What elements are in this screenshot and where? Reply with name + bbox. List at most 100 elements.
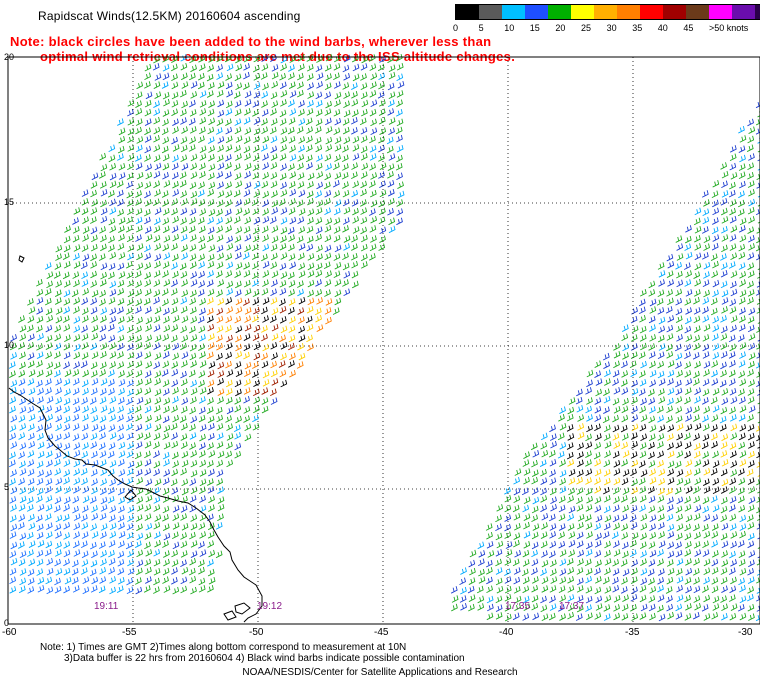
wind-barb: [396, 90, 404, 98]
wind-barb: [513, 539, 520, 548]
wind-barb: [540, 487, 547, 496]
wind-barb: [45, 531, 53, 539]
wind-barb: [649, 468, 656, 477]
wind-barb: [135, 577, 142, 585]
wind-barb: [747, 180, 755, 188]
wind-barb: [630, 334, 638, 342]
wind-barb: [748, 333, 756, 341]
wind-barb: [243, 226, 251, 234]
wind-barb: [26, 504, 34, 512]
wind-barb: [208, 549, 216, 558]
wind-barb: [54, 523, 62, 532]
wind-barb: [189, 325, 196, 334]
wind-barb: [81, 423, 89, 432]
wind-barb: [9, 370, 16, 378]
wind-barb: [298, 316, 305, 324]
wind-barb: [44, 513, 52, 521]
wind-barb: [72, 271, 80, 279]
wind-barb: [179, 179, 187, 188]
wind-barb: [206, 307, 214, 316]
wind-barb: [144, 397, 152, 406]
wind-barb: [541, 550, 548, 558]
wind-barb: [63, 351, 71, 360]
wind-barb: [603, 361, 610, 369]
wind-barb: [307, 262, 315, 271]
wind-barb: [712, 486, 720, 495]
wind-barb: [162, 54, 169, 63]
wind-barb: [18, 514, 26, 522]
wind-barb: [692, 611, 700, 620]
wind-barb: [747, 270, 755, 278]
wind-barb: [207, 540, 215, 548]
wind-barb: [190, 586, 197, 595]
wind-barb: [162, 172, 169, 180]
wind-barb: [333, 54, 341, 63]
wind-barb: [496, 540, 504, 549]
wind-barb: [712, 387, 720, 396]
wind-barb: [693, 585, 701, 594]
wind-barb: [702, 523, 709, 532]
wind-barb: [585, 504, 593, 512]
wind-barb: [306, 135, 313, 144]
wind-barb: [323, 181, 331, 190]
wind-barb: [747, 414, 754, 422]
wind-barb: [172, 460, 179, 468]
wind-barb: [351, 280, 359, 289]
wind-barb: [81, 559, 89, 567]
wind-barb: [117, 153, 124, 161]
wind-barb: [270, 261, 278, 270]
wind-barb: [666, 559, 674, 567]
wind-barb: [756, 479, 760, 486]
wind-barb: [621, 603, 629, 612]
wind-barb: [28, 369, 36, 377]
wind-barb: [756, 507, 760, 514]
wind-barb: [613, 406, 621, 414]
wind-barb: [9, 550, 17, 559]
wind-barb: [495, 514, 502, 523]
wind-barb: [99, 279, 107, 287]
wind-barb: [279, 262, 287, 271]
wind-barb: [80, 567, 88, 575]
wind-barb: [649, 476, 657, 485]
wind-barb: [577, 549, 585, 558]
island: [18, 255, 25, 263]
wind-barb: [747, 568, 754, 576]
wind-barb: [27, 333, 35, 342]
legend-swatch-6: [594, 5, 617, 19]
wind-barb: [730, 469, 738, 477]
wind-barb: [90, 342, 98, 351]
wind-barb: [684, 523, 691, 532]
wind-barb: [720, 450, 728, 458]
wind-barb: [396, 172, 403, 181]
wind-barb: [46, 271, 54, 279]
wind-barb: [694, 262, 702, 271]
wind-barb: [225, 144, 233, 152]
wind-barb: [235, 207, 243, 216]
wind-barb: [478, 550, 486, 558]
wind-barb: [81, 505, 89, 513]
wind-barb: [27, 352, 35, 360]
wind-barb: [648, 559, 656, 567]
wind-barb: [595, 559, 602, 568]
wind-barb: [711, 226, 719, 235]
wind-barb: [181, 566, 189, 575]
wind-barb: [585, 450, 592, 458]
wind-barb: [36, 523, 44, 532]
wind-barb: [739, 568, 747, 576]
wind-barb: [280, 226, 288, 235]
wind-barb: [316, 72, 324, 81]
wind-barb: [162, 270, 169, 278]
wind-barb: [621, 324, 629, 332]
wind-barb: [9, 514, 17, 523]
wind-barb: [181, 487, 189, 496]
wind-barb: [667, 378, 674, 386]
wind-barb: [180, 325, 188, 334]
wind-barb: [270, 153, 278, 161]
wind-barb: [684, 235, 692, 244]
wind-barb: [604, 450, 611, 458]
wind-barb: [136, 136, 144, 144]
wind-barb: [387, 208, 394, 216]
wind-barb: [117, 145, 125, 154]
wind-barb: [54, 496, 62, 505]
wind-barb: [532, 576, 539, 584]
